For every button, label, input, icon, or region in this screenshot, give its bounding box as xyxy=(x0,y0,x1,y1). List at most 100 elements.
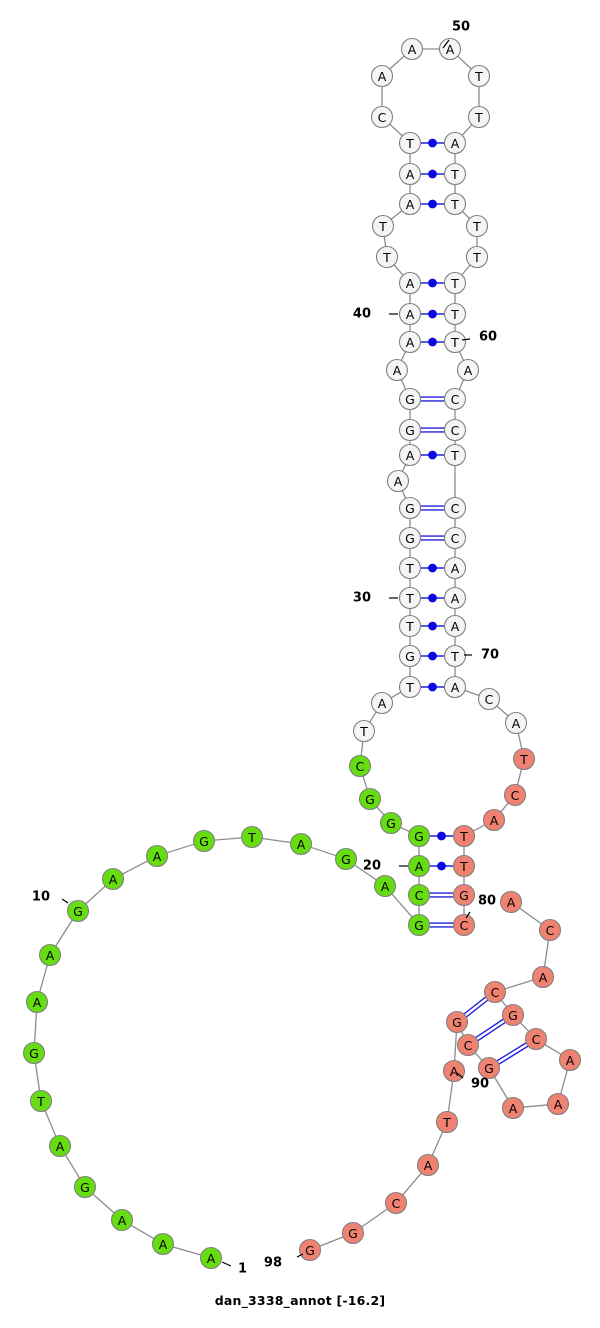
nucleotide-circle[interactable] xyxy=(48,1134,72,1158)
nucleotide[interactable]: C xyxy=(503,783,527,807)
nucleotide-circle[interactable] xyxy=(452,883,476,907)
nucleotide[interactable]: C xyxy=(443,387,467,411)
nucleotide-circle[interactable] xyxy=(352,719,376,743)
nucleotide-circle[interactable] xyxy=(398,644,422,668)
nucleotide[interactable]: G xyxy=(22,1041,46,1065)
nucleotide-circle[interactable] xyxy=(531,965,555,989)
nucleotide-circle[interactable] xyxy=(512,747,536,771)
nucleotide[interactable]: A xyxy=(443,556,467,580)
nucleotide-circle[interactable] xyxy=(443,586,467,610)
nucleotide[interactable]: T xyxy=(29,1089,53,1113)
nucleotide[interactable]: T xyxy=(398,556,422,580)
nucleotide-circle[interactable] xyxy=(452,913,476,937)
nucleotide[interactable]: A xyxy=(398,330,422,354)
nucleotide-circle[interactable] xyxy=(443,556,467,580)
nucleotide[interactable]: C xyxy=(477,687,501,711)
nucleotide[interactable]: T xyxy=(452,824,476,848)
nucleotide-circle[interactable] xyxy=(443,162,467,186)
nucleotide[interactable]: A xyxy=(531,965,555,989)
nucleotide[interactable]: A xyxy=(407,854,431,878)
nucleotide-circle[interactable] xyxy=(558,1048,582,1072)
nucleotide[interactable]: T xyxy=(452,854,476,878)
nucleotide-circle[interactable] xyxy=(443,302,467,326)
nucleotide[interactable]: C xyxy=(483,980,507,1004)
nucleotide[interactable]: G xyxy=(73,1175,97,1199)
nucleotide-circle[interactable] xyxy=(482,808,506,832)
nucleotide[interactable]: T xyxy=(443,443,467,467)
nucleotide[interactable]: G xyxy=(398,644,422,668)
nucleotide[interactable]: G xyxy=(379,811,403,835)
nucleotide[interactable]: A xyxy=(398,192,422,216)
nucleotide-circle[interactable] xyxy=(334,847,358,871)
nucleotide-circle[interactable] xyxy=(467,105,491,129)
nucleotide-circle[interactable] xyxy=(452,824,476,848)
nucleotide-circle[interactable] xyxy=(438,37,462,61)
nucleotide[interactable]: T xyxy=(398,586,422,610)
nucleotide-circle[interactable] xyxy=(370,64,394,88)
nucleotide-circle[interactable] xyxy=(443,418,467,442)
nucleotide[interactable]: A xyxy=(416,1153,440,1177)
nucleotide[interactable]: A xyxy=(385,358,409,382)
nucleotide-circle[interactable] xyxy=(501,1096,525,1120)
nucleotide[interactable]: T xyxy=(443,192,467,216)
nucleotide-circle[interactable] xyxy=(199,1246,223,1270)
nucleotide[interactable]: G xyxy=(407,824,431,848)
nucleotide[interactable]: G xyxy=(192,829,216,853)
nucleotide[interactable]: C xyxy=(407,883,431,907)
nucleotide[interactable]: A xyxy=(442,1059,466,1083)
nucleotide[interactable]: A xyxy=(110,1208,134,1232)
nucleotide[interactable]: C xyxy=(524,1027,548,1051)
nucleotide-circle[interactable] xyxy=(398,556,422,580)
nucleotide[interactable]: G xyxy=(477,1056,501,1080)
nucleotide[interactable]: T xyxy=(467,64,491,88)
nucleotide[interactable]: G xyxy=(398,387,422,411)
nucleotide-circle[interactable] xyxy=(503,783,527,807)
nucleotide[interactable]: T xyxy=(467,105,491,129)
nucleotide[interactable]: G xyxy=(66,899,90,923)
nucleotide[interactable]: A xyxy=(48,1134,72,1158)
nucleotide[interactable]: A xyxy=(501,1096,525,1120)
nucleotide[interactable]: T xyxy=(398,614,422,638)
nucleotide[interactable]: A xyxy=(370,691,394,715)
nucleotide[interactable]: T xyxy=(443,330,467,354)
nucleotide-circle[interactable] xyxy=(442,1059,466,1083)
nucleotide[interactable]: C xyxy=(452,913,476,937)
nucleotide-circle[interactable] xyxy=(240,825,264,849)
nucleotide-circle[interactable] xyxy=(341,1221,365,1245)
nucleotide-circle[interactable] xyxy=(443,330,467,354)
nucleotide-circle[interactable] xyxy=(398,131,422,155)
nucleotide[interactable]: G xyxy=(398,418,422,442)
nucleotide[interactable]: T xyxy=(443,644,467,668)
nucleotide-circle[interactable] xyxy=(504,711,528,735)
nucleotide[interactable]: G xyxy=(358,787,382,811)
nucleotide-circle[interactable] xyxy=(477,1056,501,1080)
nucleotide[interactable]: G xyxy=(341,1221,365,1245)
nucleotide[interactable]: G xyxy=(452,883,476,907)
nucleotide-circle[interactable] xyxy=(398,614,422,638)
nucleotide[interactable]: T xyxy=(465,245,489,269)
nucleotide[interactable]: A xyxy=(398,271,422,295)
nucleotide[interactable]: T xyxy=(443,162,467,186)
nucleotide[interactable]: A xyxy=(386,469,410,493)
nucleotide-circle[interactable] xyxy=(443,614,467,638)
nucleotide[interactable]: A xyxy=(499,890,523,914)
nucleotide[interactable]: C xyxy=(384,1191,408,1215)
nucleotide-circle[interactable] xyxy=(501,1003,525,1027)
nucleotide-circle[interactable] xyxy=(370,105,394,129)
nucleotide[interactable]: A xyxy=(289,832,313,856)
nucleotide-circle[interactable] xyxy=(398,271,422,295)
nucleotide-circle[interactable] xyxy=(443,644,467,668)
nucleotide[interactable]: A xyxy=(558,1048,582,1072)
nucleotide[interactable]: A xyxy=(546,1092,570,1116)
nucleotide[interactable]: A xyxy=(456,358,480,382)
nucleotide-circle[interactable] xyxy=(443,387,467,411)
nucleotide[interactable]: T xyxy=(375,245,399,269)
nucleotide[interactable]: G xyxy=(398,496,422,520)
nucleotide[interactable]: G xyxy=(445,1010,469,1034)
nucleotide[interactable]: A xyxy=(482,808,506,832)
nucleotide-circle[interactable] xyxy=(499,890,523,914)
nucleotide[interactable]: T xyxy=(398,131,422,155)
nucleotide-circle[interactable] xyxy=(443,675,467,699)
nucleotide[interactable]: T xyxy=(398,675,422,699)
nucleotide-circle[interactable] xyxy=(398,443,422,467)
